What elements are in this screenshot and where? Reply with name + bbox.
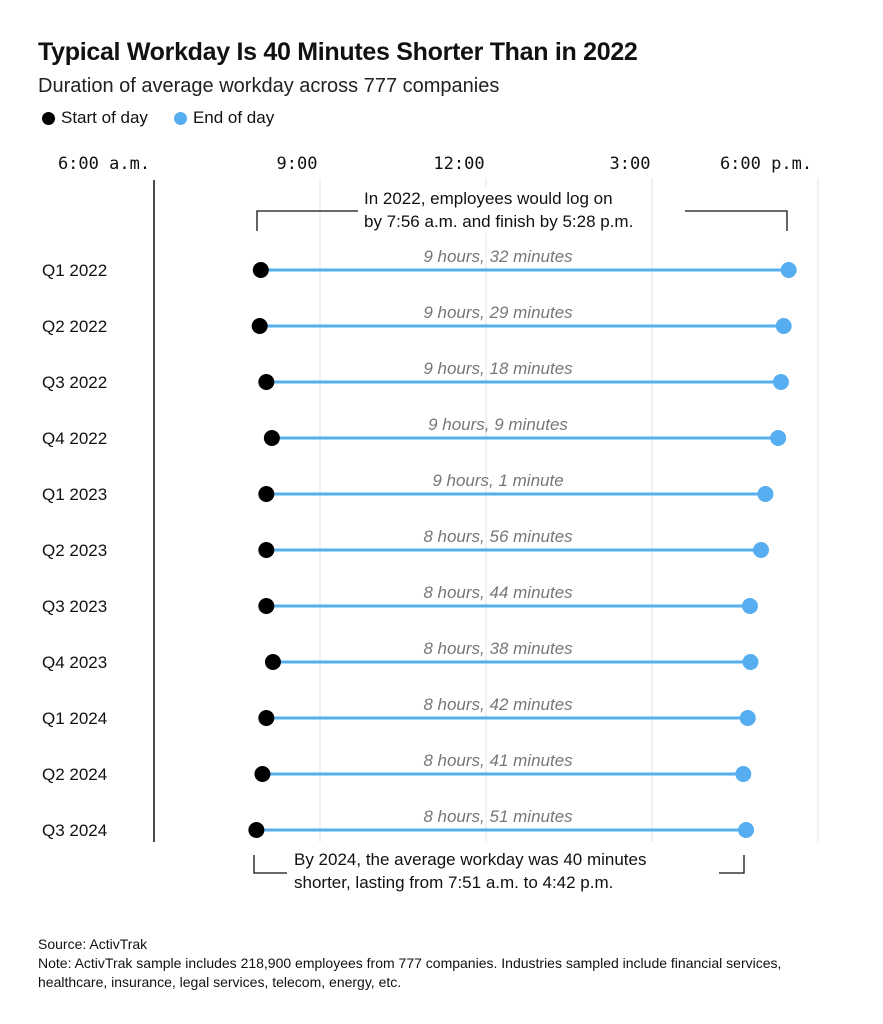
annotation-bracket-2022-left — [256, 210, 358, 231]
annotation-2022: In 2022, employees would log on by 7:56 … — [364, 187, 634, 233]
end-of-day-point — [780, 262, 797, 278]
legend-end-marker — [173, 111, 187, 125]
row-label: Q1 2023 — [42, 485, 107, 504]
end-of-day-point — [753, 542, 770, 558]
start-of-day-point — [258, 542, 275, 558]
end-of-day-point — [739, 710, 756, 726]
start-of-day-point — [248, 822, 265, 838]
end-of-day-point — [757, 486, 774, 502]
row-label: Q4 2023 — [42, 653, 107, 672]
duration-label: 9 hours, 1 minute — [432, 471, 563, 490]
chart-title: Typical Workday Is 40 Minutes Shorter Th… — [38, 38, 638, 66]
end-of-day-point — [742, 654, 759, 670]
annotation-2022-line1: In 2022, employees would log on — [364, 189, 613, 208]
annotation-bracket-2024-left — [253, 855, 287, 874]
row-label: Q4 2022 — [42, 429, 107, 448]
end-of-day-point — [735, 766, 752, 782]
legend: Start of day End of day — [42, 108, 300, 128]
row-label: Q2 2024 — [42, 765, 107, 784]
annotation-bracket-2022-right — [685, 210, 788, 231]
row-label: Q3 2023 — [42, 597, 107, 616]
start-of-day-point — [264, 654, 281, 670]
duration-label: 9 hours, 9 minutes — [428, 415, 568, 434]
start-of-day-point — [258, 486, 275, 502]
duration-label: 9 hours, 18 minutes — [423, 359, 573, 378]
x-tick-label: 12:00 — [433, 154, 484, 174]
annotation-2024: By 2024, the average workday was 40 minu… — [294, 848, 647, 894]
row-label: Q3 2022 — [42, 373, 107, 392]
legend-end-label: End of day — [192, 108, 275, 127]
annotation-2024-line1: By 2024, the average workday was 40 minu… — [294, 850, 647, 869]
legend-item-start: Start of day — [42, 108, 148, 128]
footer: Source: ActivTrak Note: ActivTrak sample… — [38, 935, 838, 992]
annotation-2022-line2: by 7:56 a.m. and finish by 5:28 p.m. — [364, 212, 634, 231]
x-tick-label: 6:00 a.m. — [58, 154, 150, 174]
row-label: Q2 2023 — [42, 541, 107, 560]
start-of-day-point — [254, 766, 271, 782]
end-of-day-point — [772, 374, 789, 390]
start-of-day-point — [258, 374, 275, 390]
chart-subtitle: Duration of average workday across 777 c… — [38, 75, 500, 97]
row-label: Q1 2024 — [42, 709, 107, 728]
duration-label: 8 hours, 44 minutes — [423, 583, 573, 602]
start-of-day-point — [258, 710, 275, 726]
start-of-day-point — [251, 318, 268, 334]
x-tick-label: 3:00 — [610, 154, 651, 174]
end-of-day-point — [738, 822, 755, 838]
start-of-day-point — [252, 262, 269, 278]
row-label: Q3 2024 — [42, 821, 107, 840]
end-of-day-point — [770, 430, 787, 446]
duration-label: 8 hours, 51 minutes — [423, 807, 573, 826]
start-of-day-point — [263, 430, 280, 446]
legend-item-end: End of day — [173, 108, 275, 128]
annotation-bracket-2024-right — [719, 855, 745, 874]
duration-label: 8 hours, 41 minutes — [423, 751, 573, 770]
row-label: Q2 2022 — [42, 317, 107, 336]
methodology-note: Note: ActivTrak sample includes 218,900 … — [38, 955, 782, 990]
duration-label: 8 hours, 56 minutes — [423, 527, 573, 546]
annotation-2024-line2: shorter, lasting from 7:51 a.m. to 4:42 … — [294, 873, 614, 892]
duration-label: 9 hours, 32 minutes — [423, 247, 573, 266]
source-note: Source: ActivTrak — [38, 936, 148, 952]
duration-label: 9 hours, 29 minutes — [423, 303, 573, 322]
end-of-day-point — [741, 598, 758, 614]
legend-start-label: Start of day — [61, 108, 148, 127]
x-tick-label: 9:00 — [277, 154, 318, 174]
duration-label: 8 hours, 42 minutes — [423, 695, 573, 714]
legend-start-marker — [42, 111, 55, 125]
start-of-day-point — [258, 598, 275, 614]
row-label: Q1 2022 — [42, 261, 107, 280]
end-of-day-point — [775, 318, 792, 334]
duration-label: 8 hours, 38 minutes — [423, 639, 573, 658]
x-tick-label: 6:00 p.m. — [720, 154, 812, 174]
